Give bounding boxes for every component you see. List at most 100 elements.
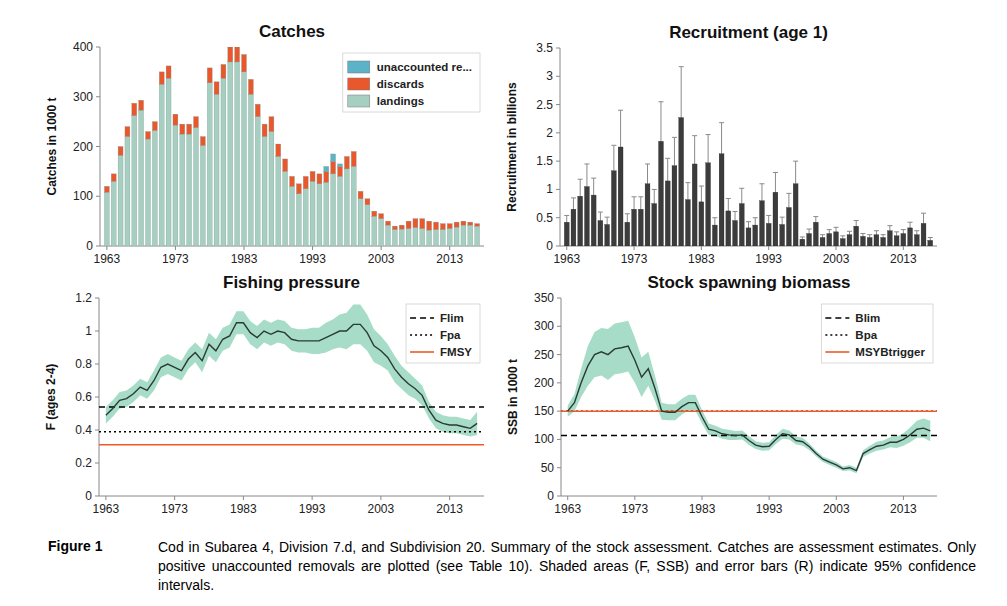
y-tick: [557, 439, 561, 440]
bar-segment: [447, 229, 452, 246]
y-tick-label: 0.8: [75, 357, 92, 371]
chart-title: Stock spawning biomass: [647, 273, 850, 292]
x-tick-label: 1973: [621, 252, 648, 266]
y-tick-label: 2: [546, 126, 553, 140]
y-tick: [557, 411, 561, 412]
bar-segment: [440, 230, 445, 246]
bar-segment: [365, 198, 370, 199]
legend-label: MSYBtrigger: [855, 346, 925, 358]
bar: [746, 228, 751, 246]
legend-label: Fpa: [440, 329, 461, 341]
legend-box: [343, 53, 480, 112]
x-tick: [244, 246, 245, 250]
bar-segment: [125, 126, 130, 127]
legend-swatch: [410, 317, 434, 319]
bar-segment: [468, 222, 473, 225]
bar: [625, 222, 630, 246]
bar: [928, 240, 933, 246]
bar-segment: [331, 174, 336, 246]
legend-box: [821, 304, 933, 363]
bar-segment: [386, 221, 391, 222]
y-tick-label: 0.2: [75, 456, 92, 470]
bar-segment: [392, 230, 397, 246]
bar-segment: [159, 72, 164, 84]
x-tick-label: 2003: [823, 502, 850, 516]
y-tick: [556, 104, 560, 105]
bar-segment: [104, 192, 109, 246]
bar-segment: [290, 186, 295, 246]
bar-segment: [255, 104, 260, 105]
bar-segment: [269, 117, 274, 132]
x-tick: [701, 246, 702, 250]
bar-segment: [358, 199, 363, 246]
bar-segment: [440, 223, 445, 224]
bar-segment: [146, 139, 151, 246]
bar: [578, 196, 583, 246]
bar-segment: [413, 228, 418, 246]
bar-segment: [207, 83, 212, 246]
bar-segment: [317, 184, 322, 246]
y-tick: [557, 382, 561, 383]
y-tick-label: 3: [546, 69, 553, 83]
x-tick-label: 1963: [554, 502, 581, 516]
bar: [881, 238, 886, 246]
legend-label: Flim: [440, 312, 464, 324]
bar: [719, 154, 724, 246]
y-tick-label: 3.5: [536, 41, 553, 55]
bar-segment: [194, 116, 199, 117]
bar-segment: [420, 218, 425, 219]
y-tick: [556, 161, 560, 162]
y-tick: [96, 146, 100, 147]
bar-segment: [166, 65, 171, 66]
bar: [894, 236, 899, 246]
bar-segment: [372, 211, 377, 212]
bar-segment: [255, 104, 260, 116]
bar-segment: [248, 94, 253, 246]
bar-segment: [440, 224, 445, 230]
bar-segment: [365, 205, 370, 246]
bar-segment: [454, 222, 459, 223]
bar-segment: [262, 137, 267, 246]
y-tick: [556, 246, 560, 247]
bar: [665, 181, 670, 246]
bar-segment: [283, 159, 288, 171]
y-tick: [95, 397, 99, 398]
bar-segment: [324, 171, 329, 182]
y-tick-label: 350: [534, 291, 554, 305]
panel: CatchesCatches in 1000 t0100200300400196…: [45, 22, 484, 266]
reference-line: [99, 406, 484, 408]
y-tick-label: 1: [85, 324, 92, 338]
y-tick: [95, 298, 99, 299]
bar-segment: [468, 222, 473, 223]
bar-segment: [276, 144, 281, 145]
x-tick-label: 1963: [94, 252, 121, 266]
bar: [733, 221, 738, 246]
y-tick-label: 1.5: [536, 154, 553, 168]
x-tick: [634, 496, 635, 500]
bar-segment: [420, 229, 425, 246]
x-tick-label: 1963: [93, 502, 120, 516]
x-axis-line: [561, 496, 937, 497]
bar: [618, 147, 623, 246]
y-tick-label: 250: [534, 348, 554, 362]
bar-segment: [139, 100, 144, 101]
bar: [679, 118, 684, 246]
bar-segment: [262, 124, 267, 125]
legend-swatch: [825, 317, 849, 319]
bar-segment: [406, 229, 411, 246]
x-tick: [105, 496, 106, 500]
bar: [807, 234, 812, 246]
bar-segment: [180, 124, 185, 125]
bar-segment: [242, 54, 247, 71]
bar: [840, 239, 845, 246]
bar-segment: [303, 189, 308, 246]
bar-segment: [214, 94, 219, 246]
bar-segment: [468, 225, 473, 246]
bar-segment: [475, 226, 480, 246]
bar-segment: [235, 47, 240, 62]
bar-segment: [187, 134, 192, 246]
bar: [564, 222, 569, 246]
bar-segment: [276, 144, 281, 156]
bar-segment: [242, 54, 247, 55]
bar-segment: [420, 219, 425, 229]
